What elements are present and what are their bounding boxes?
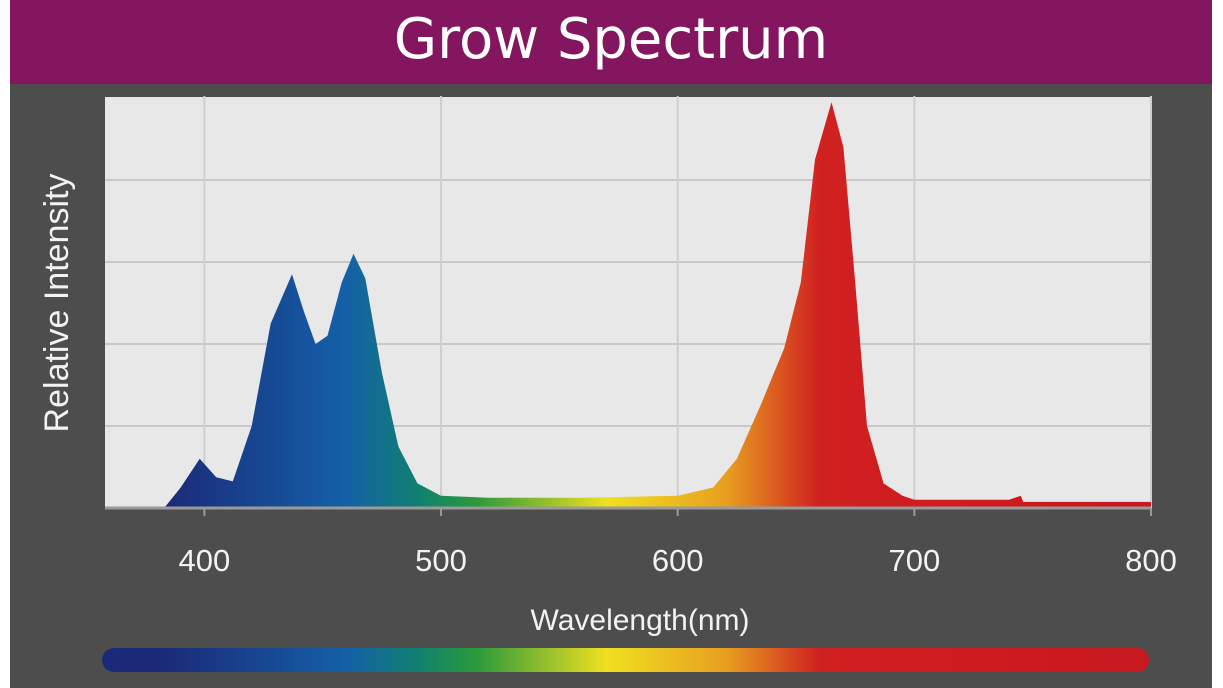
x-tick-label: 800 bbox=[1125, 543, 1177, 578]
spectrum-area bbox=[164, 102, 1151, 508]
y-axis-label: Relative Intensity bbox=[38, 174, 76, 433]
x-axis-label: Wavelength(nm) bbox=[531, 604, 750, 637]
x-tick-label: 700 bbox=[888, 543, 940, 578]
spectrum-color-bar bbox=[102, 648, 1149, 672]
x-tick-label: 600 bbox=[652, 543, 704, 578]
x-tick-label: 500 bbox=[415, 543, 467, 578]
x-tick-label: 400 bbox=[179, 543, 231, 578]
chart-title: Grow Spectrum bbox=[10, 0, 1212, 84]
